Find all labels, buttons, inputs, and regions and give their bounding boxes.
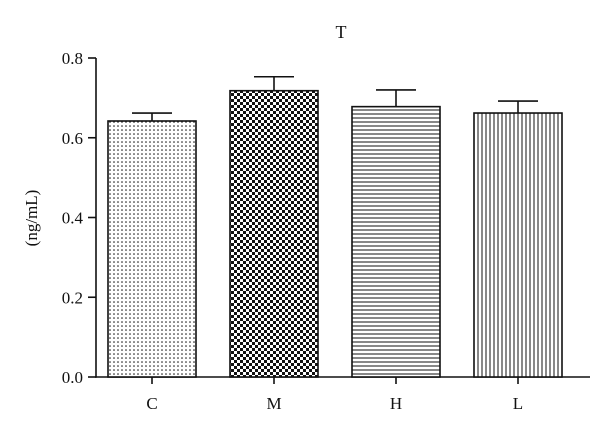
y-axis-ticks: 0.0 0.2 0.4 0.6 0.8 [62, 49, 96, 387]
x-tick-label-m: M [266, 394, 281, 413]
x-tick-label-h: H [390, 394, 402, 413]
bar-l [473, 112, 563, 378]
bars [107, 75, 563, 378]
y-tick-label: 0.2 [62, 288, 83, 307]
chart-title: T [336, 22, 347, 42]
y-tick-label: 0.4 [62, 209, 84, 228]
y-tick-label: 0.6 [62, 129, 83, 148]
y-tick-label: 0.8 [62, 49, 83, 68]
x-tick-label-c: C [146, 394, 157, 413]
bar-m [229, 89, 319, 378]
bar-h [351, 105, 441, 378]
bar-c [107, 120, 197, 378]
y-tick-label: 0.0 [62, 368, 83, 387]
x-tick-label-l: L [513, 394, 523, 413]
y-axis-label: (ng/mL) [22, 190, 41, 247]
